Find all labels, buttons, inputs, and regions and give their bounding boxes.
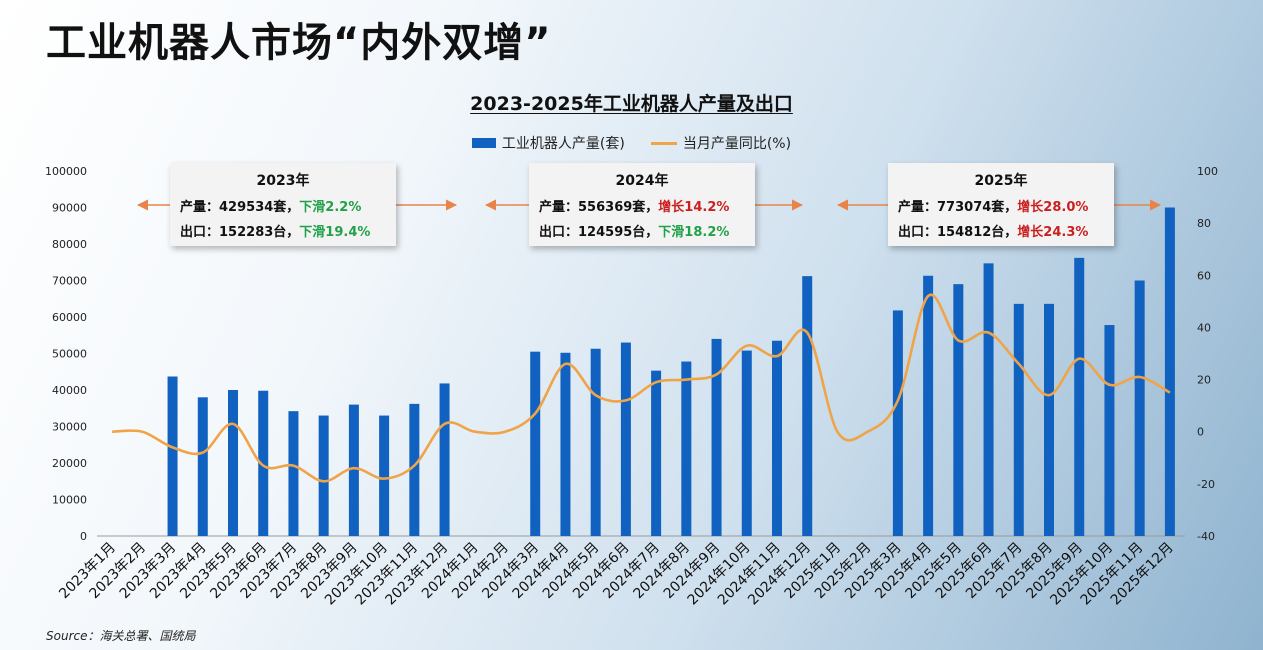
- bar: [1044, 303, 1054, 536]
- bar: [1013, 303, 1024, 536]
- export-value: 124595台，: [578, 225, 659, 240]
- bar: [197, 397, 208, 536]
- bar: [530, 351, 541, 536]
- annotation-production-row: 产量：556369套，增长14.2%: [539, 196, 745, 215]
- y-right-tick-label: -20: [1197, 478, 1215, 491]
- bar: [348, 404, 359, 536]
- y-right-tick-label: 40: [1197, 321, 1211, 334]
- bar: [741, 350, 752, 536]
- production-change: 下滑2.2%: [299, 200, 362, 215]
- bar: [409, 403, 420, 536]
- y-left-tick-label: 90000: [52, 202, 87, 215]
- y-right-tick-label: 0: [1197, 426, 1204, 439]
- annotation-box-2023: 2023年 产量：429534套，下滑2.2% 出口：152283台，下滑19.…: [170, 163, 396, 246]
- bar: [923, 275, 934, 536]
- bar: [651, 370, 662, 536]
- export-change: 下滑19.4%: [299, 225, 371, 240]
- production-value: 556369套，: [578, 200, 659, 215]
- bar: [318, 415, 329, 536]
- bar: [711, 338, 722, 536]
- bar: [258, 390, 269, 536]
- legend-swatch-bar: [471, 138, 496, 148]
- y-left-tick-label: 100000: [45, 165, 87, 178]
- chart-title: 2023-2025年工业机器人产量及出口: [470, 93, 793, 115]
- y-left-tick-label: 80000: [52, 238, 87, 251]
- y-right-tick-label: 80: [1197, 217, 1211, 230]
- bar: [1134, 280, 1145, 536]
- annotation-year: 2025年: [974, 173, 1028, 189]
- production-label: 产量：: [539, 200, 579, 215]
- y-right-tick-label: -40: [1197, 530, 1215, 543]
- bar: [167, 376, 178, 536]
- y-left-tick-label: 10000: [52, 494, 87, 507]
- production-change: 增长14.2%: [658, 200, 730, 215]
- bar: [379, 415, 390, 536]
- export-label: 出口：: [180, 225, 220, 240]
- y-right-tick-label: 100: [1197, 165, 1218, 178]
- bar: [681, 361, 692, 536]
- annotation-export-row: 出口：152283台，下滑19.4%: [180, 221, 386, 240]
- y-right-tick-label: 60: [1197, 269, 1211, 282]
- production-value: 429534套，: [219, 200, 300, 215]
- bar: [228, 390, 238, 536]
- production-label: 产量：: [898, 200, 938, 215]
- export-value: 152283台，: [219, 225, 300, 240]
- annotation-production-row: 产量：429534套，下滑2.2%: [180, 196, 386, 215]
- source-note: Source：海关总署、国统局: [46, 629, 196, 643]
- bar: [772, 340, 782, 536]
- bar: [1164, 207, 1175, 536]
- bar: [560, 352, 571, 536]
- annotation-year: 2024年: [615, 173, 669, 189]
- production-change: 增长28.0%: [1017, 200, 1089, 215]
- bar: [802, 276, 813, 536]
- y-left-tick-label: 70000: [52, 275, 87, 288]
- legend-label-yoy: 当月产量同比(%): [682, 136, 792, 152]
- export-change: 增长24.3%: [1017, 225, 1089, 240]
- y-left-tick-label: 60000: [52, 311, 87, 324]
- annotation-box-2024: 2024年 产量：556369套，增长14.2% 出口：124595台，下滑18…: [529, 163, 755, 246]
- bar: [1104, 325, 1115, 536]
- export-label: 出口：: [539, 225, 579, 240]
- y-left-tick-label: 40000: [52, 384, 87, 397]
- bar: [590, 348, 601, 536]
- bar: [983, 263, 994, 536]
- bar: [620, 342, 631, 536]
- y-right-tick-label: 20: [1197, 374, 1211, 387]
- annotation-export-row: 出口：154812台，增长24.3%: [898, 221, 1104, 240]
- production-value: 773074套，: [937, 200, 1018, 215]
- bar: [439, 383, 450, 536]
- production-label: 产量：: [180, 200, 220, 215]
- bar: [892, 310, 903, 536]
- export-change: 下滑18.2%: [658, 225, 730, 240]
- y-left-tick-label: 0: [80, 530, 87, 543]
- y-left-tick-label: 20000: [52, 457, 87, 470]
- y-left-tick-label: 50000: [52, 348, 87, 361]
- legend-item-production[interactable]: 工业机器人产量(套): [471, 133, 625, 153]
- annotation-production-row: 产量：773074套，增长28.0%: [898, 196, 1104, 215]
- export-label: 出口：: [898, 225, 938, 240]
- bar: [288, 411, 299, 536]
- bar: [1074, 257, 1085, 536]
- annotation-year: 2023年: [256, 173, 310, 189]
- page-title: 工业机器人市场“内外双增”: [46, 20, 552, 66]
- annotation-export-row: 出口：124595台，下滑18.2%: [539, 221, 745, 240]
- chart-legend: 工业机器人产量(套) 当月产量同比(%): [0, 133, 1263, 153]
- legend-label-production: 工业机器人产量(套): [501, 136, 625, 152]
- legend-swatch-line: [650, 141, 677, 145]
- export-value: 154812台，: [937, 225, 1018, 240]
- y-left-tick-label: 30000: [52, 421, 87, 434]
- legend-item-yoy[interactable]: 当月产量同比(%): [650, 133, 792, 153]
- annotation-box-2025: 2025年 产量：773074套，增长28.0% 出口：154812台，增长24…: [888, 163, 1114, 246]
- yoy-line: [112, 293, 1171, 483]
- bar: [953, 284, 964, 536]
